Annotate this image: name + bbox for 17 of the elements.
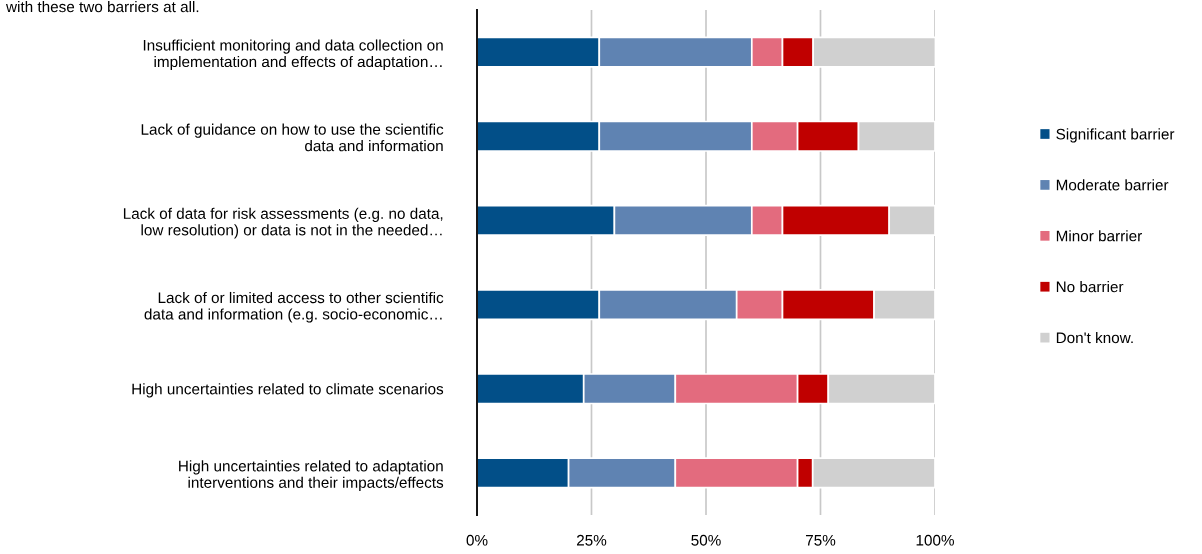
legend-label: Minor barrier [1056, 230, 1142, 242]
text: with these two barriers at all. [5, 1, 199, 13]
legend-label: Don't know. [1056, 331, 1133, 344]
legend-label: Significant barrier [1056, 128, 1175, 143]
y-tick-label: Insufficient monitoring and data collection on implementation and effects of adaptation… [143, 39, 443, 71]
y-tick-label: Lack of data for risk assessments (e.g. no data, low resolution) or data is not in the needed… [123, 207, 443, 239]
y-tick-label: Lack of or limited access to other scientific data and information (e.g. socio-economic… [144, 291, 444, 323]
x-tick-label: 0% [466, 534, 488, 546]
legend-label: Moderate barrier [1056, 179, 1169, 191]
y-tick-label: Lack of guidance on how to use the scientific data and information [141, 123, 444, 152]
y-tick-label: High uncertainties related to adaptation interventions and their impacts/effects [179, 460, 444, 491]
x-tick-label: 75% [805, 534, 836, 546]
x-tick-label: 25% [576, 534, 607, 546]
y-tick-label: High uncertainties related to climate scenarios [132, 383, 444, 398]
x-tick-label: 50% [691, 534, 721, 546]
legend-label: No barrier [1056, 281, 1124, 293]
x-tick-label: 100% [916, 534, 954, 546]
